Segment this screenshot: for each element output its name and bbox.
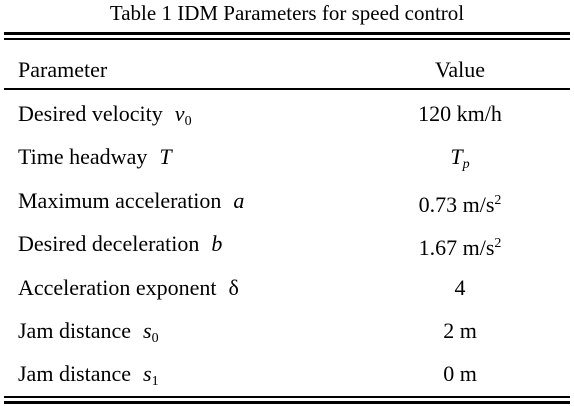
- value-text: T: [450, 144, 463, 170]
- parameter-symbol: b: [211, 231, 222, 256]
- value-text: 0.73 m/s: [418, 191, 495, 217]
- table-row: Acceleration exponent δ 4: [0, 266, 574, 309]
- symbol-letter: v: [174, 101, 185, 126]
- symbol-subscript: 0: [184, 114, 192, 129]
- parameter-cell: Acceleration exponent δ: [18, 266, 239, 309]
- value-superscript: 2: [494, 192, 502, 208]
- value-text: 1.67 m/s: [418, 235, 495, 261]
- symbol-letter: a: [233, 187, 245, 213]
- parameter-cell: Desired velocity v0: [18, 92, 192, 143]
- value-cell: Tp: [360, 135, 560, 186]
- value-superscript: 2: [494, 236, 502, 252]
- value-text: 0 m: [443, 361, 477, 387]
- value-subscript: p: [462, 157, 470, 173]
- table-row: Time headway T Tp: [0, 135, 574, 178]
- symbol-letter: b: [211, 231, 223, 257]
- parameter-symbol: s1: [143, 361, 159, 390]
- parameter-symbol: δ: [229, 275, 239, 300]
- parameter-name: Maximum acceleration: [18, 187, 222, 213]
- value-cell: 0 m: [360, 352, 560, 395]
- parameter-cell: Maximum acceleration a: [18, 179, 244, 222]
- bottom-rule: [4, 396, 570, 398]
- symbol-letter: δ: [228, 274, 239, 300]
- parameter-symbol: v0: [174, 101, 192, 129]
- bottom-rule: [4, 401, 570, 404]
- symbol-letter: s: [143, 318, 152, 343]
- parameter-name: Jam distance: [18, 318, 132, 343]
- parameter-symbol: s0: [143, 318, 159, 346]
- value-cell: 2 m: [360, 309, 560, 352]
- header-cell: Value: [434, 57, 486, 82]
- symbol-letter: s: [143, 361, 152, 387]
- parameter-symbol: T: [159, 144, 171, 169]
- parameter-name: Desired deceleration: [18, 231, 200, 257]
- table-row: Jam distance s1 0 m: [0, 352, 574, 395]
- value-text: 120 km/h: [418, 101, 502, 126]
- parameter-cell: Jam distance s1: [18, 352, 159, 403]
- value-cell: 4: [360, 266, 560, 309]
- table-row: Jam distance s0 2 m: [0, 309, 574, 352]
- table-row: Desired deceleration b 1.67 m/s2: [0, 222, 574, 265]
- symbol-subscript: 1: [151, 374, 159, 390]
- parameter-name: Desired velocity: [18, 101, 163, 126]
- value-cell: 1.67 m/s2: [360, 222, 560, 269]
- parameter-name: Jam distance: [18, 361, 132, 387]
- header-rule: [4, 88, 570, 90]
- table-row: Maximum acceleration a 0.73 m/s2: [0, 179, 574, 222]
- symbol-subscript: 0: [151, 331, 159, 346]
- parameter-name: Time headway: [18, 144, 148, 170]
- value-text: 2 m: [443, 318, 477, 343]
- header-row: Parameter Value: [0, 48, 574, 91]
- value-text: 4: [454, 274, 466, 300]
- parameter-cell: Desired deceleration b: [18, 222, 222, 265]
- symbol-letter: T: [159, 144, 172, 170]
- value-cell: 0.73 m/s2: [360, 179, 560, 226]
- parameter-name: Acceleration exponent: [18, 274, 217, 300]
- parameter-symbol: a: [233, 188, 244, 213]
- header-cell: Parameter: [18, 57, 108, 82]
- top-rule: [4, 38, 570, 40]
- parameter-cell: Time headway T: [18, 135, 172, 178]
- table-title: Table 1 IDM Parameters for speed control: [109, 1, 465, 25]
- parameter-cell: Jam distance s0: [18, 309, 159, 360]
- table-row: Desired velocity v0 120 km/h: [0, 92, 574, 135]
- top-rule: [4, 32, 570, 35]
- value-cell: 120 km/h: [360, 92, 560, 135]
